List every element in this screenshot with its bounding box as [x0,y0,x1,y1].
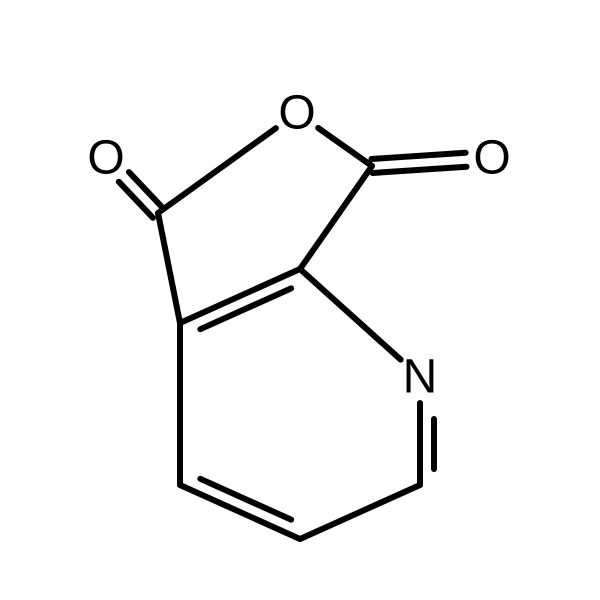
atom-label-o5: O [87,132,124,185]
atom-label-n: N [403,351,438,404]
atom-label-o6: O [278,87,315,140]
atom-label-o7: O [473,132,510,185]
molecule-diagram: N O O O [0,0,600,600]
